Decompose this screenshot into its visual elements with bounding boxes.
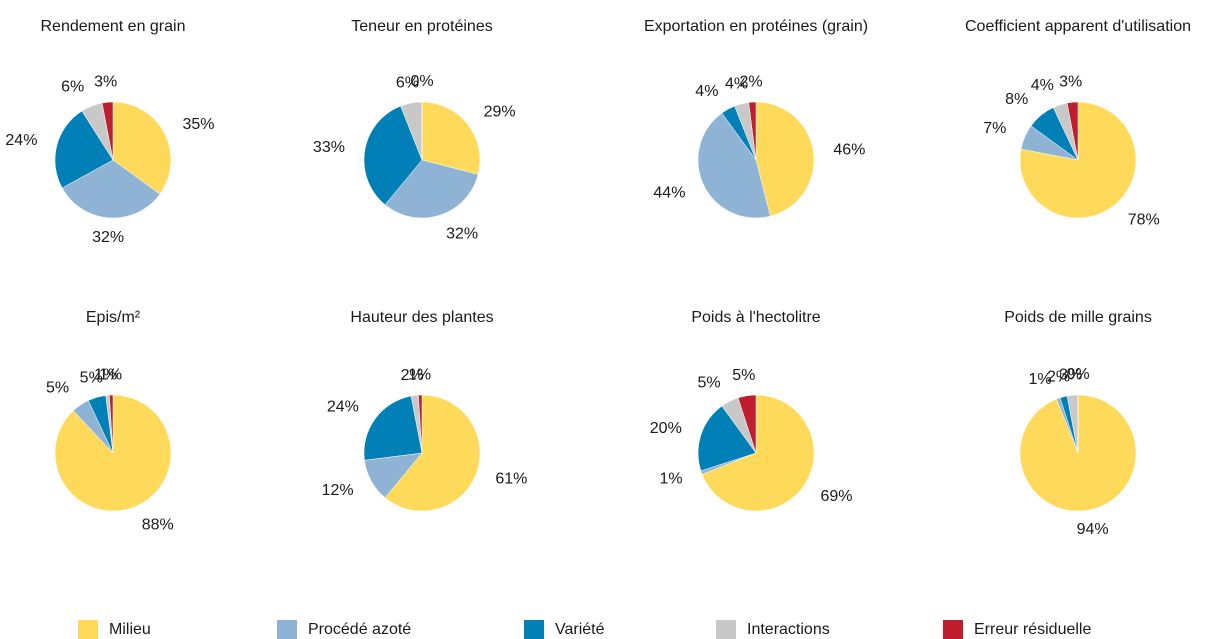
pie-slice: [384, 159, 479, 219]
data-label: 44%: [653, 184, 685, 201]
pie-slice: [697, 405, 757, 472]
data-label: 24%: [5, 132, 37, 149]
data-label: 3%: [94, 74, 117, 91]
data-label: 8%: [1005, 91, 1028, 108]
data-label: 4%: [695, 83, 718, 100]
data-label: 1%: [659, 471, 682, 488]
legend-label: Interactions: [747, 621, 830, 638]
pie-slice: [421, 101, 481, 175]
chart-title: Poids de mille grains: [1004, 309, 1152, 326]
pie-slice: [363, 395, 423, 461]
data-label: 3%: [1059, 367, 1082, 384]
chart-title: Coefficient apparent d'utilisation: [965, 18, 1191, 35]
data-label: 5%: [732, 367, 755, 384]
pie-slice: [1019, 101, 1137, 219]
data-label: 78%: [1128, 211, 1160, 228]
legend-swatch: [943, 620, 963, 639]
data-label: 69%: [821, 488, 853, 505]
data-label: 5%: [697, 375, 720, 392]
data-label: 1%: [94, 367, 117, 384]
data-label: 4%: [725, 76, 748, 93]
pie-slice: [101, 101, 114, 161]
chart-title: Teneur en protéines: [351, 18, 492, 35]
pie-slice: [737, 394, 757, 454]
data-label: 2%: [1047, 369, 1070, 386]
data-label: 61%: [495, 471, 527, 488]
data-label: 2%: [740, 73, 763, 90]
chart-title: Poids à l'hectolitre: [691, 309, 820, 326]
data-label: 32%: [446, 225, 478, 242]
legend-label: Procédé azoté: [308, 621, 411, 638]
data-label: 46%: [833, 141, 865, 158]
data-label: 35%: [182, 116, 214, 133]
legend-label: Variété: [555, 621, 605, 638]
pie-slice: [54, 110, 114, 189]
data-label: 1%: [408, 366, 431, 383]
legend-label: Milieu: [109, 621, 151, 638]
data-label: 5%: [46, 380, 69, 397]
pie-slice: [697, 112, 771, 219]
data-label: 0%: [410, 73, 433, 90]
pie-slice: [112, 101, 172, 195]
pie-slice: [701, 394, 815, 512]
data-label: 29%: [484, 103, 516, 120]
data-label: 88%: [142, 517, 174, 534]
pie-slice: [384, 394, 481, 512]
pie-slice: [748, 101, 757, 161]
legend-swatch: [524, 620, 544, 639]
data-label: 6%: [396, 75, 419, 92]
data-label: 5%: [80, 369, 103, 386]
pie-slice: [1066, 101, 1079, 161]
chart-title: Epis/m²: [86, 309, 141, 326]
data-label: 33%: [313, 139, 345, 156]
data-label: 12%: [322, 482, 354, 499]
data-label: 24%: [327, 398, 359, 415]
data-label: 20%: [650, 420, 682, 437]
data-label: 32%: [92, 229, 124, 246]
data-label: 4%: [1031, 77, 1054, 94]
legend-swatch: [78, 620, 98, 639]
chart-title: Rendement en grain: [41, 18, 186, 35]
chart-title: Exportation en protéines (grain): [644, 18, 868, 35]
data-label: 3%: [1059, 74, 1082, 91]
data-label: 0%: [1066, 366, 1089, 383]
data-label: 94%: [1077, 521, 1109, 538]
data-label: 1%: [1028, 371, 1051, 388]
legend-swatch: [277, 620, 297, 639]
data-label: 7%: [983, 120, 1006, 137]
legend-swatch: [716, 620, 736, 639]
pie-slice: [61, 159, 161, 219]
data-label: 1%: [99, 366, 122, 383]
data-label: 6%: [61, 79, 84, 96]
pie-slice: [755, 101, 815, 217]
pie-slice: [109, 394, 114, 454]
pie-slice: [418, 394, 423, 454]
pie-slice: [363, 105, 423, 206]
data-label: 2%: [401, 367, 424, 384]
legend-label: Erreur résiduelle: [974, 621, 1091, 638]
chart-title: Hauteur des plantes: [350, 309, 493, 326]
